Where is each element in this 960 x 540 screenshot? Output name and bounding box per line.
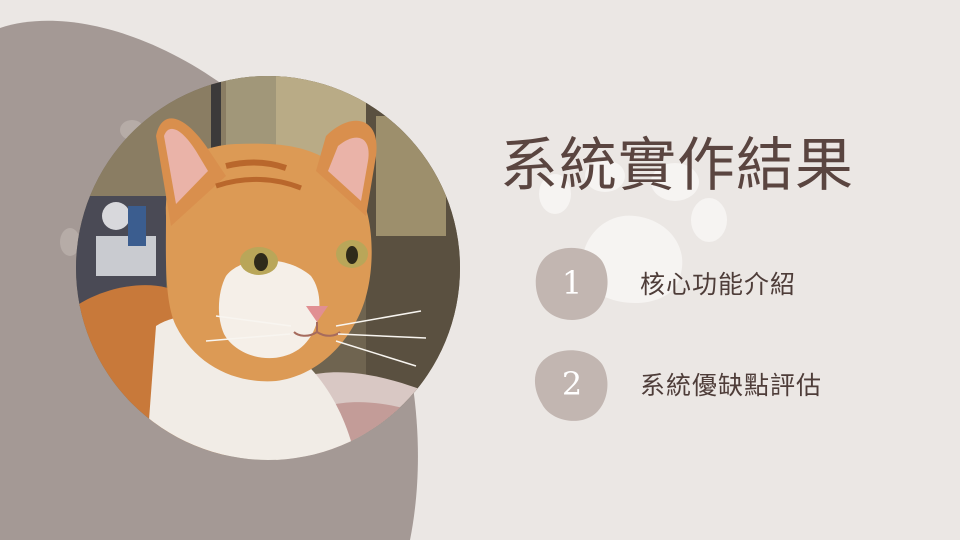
cat-illustration xyxy=(76,76,460,460)
item-number: 1 xyxy=(561,264,583,302)
cat-photo xyxy=(76,76,460,460)
agenda-item-1: 1 核心功能介紹 xyxy=(534,245,934,325)
item-label: 系統優缺點評估 xyxy=(640,371,823,400)
item-number: 2 xyxy=(561,365,583,403)
number-badge xyxy=(534,350,608,421)
number-badge xyxy=(535,247,608,320)
agenda-item-2: 2 系統優缺點評估 xyxy=(534,346,934,426)
page-title: 系統實作結果 xyxy=(500,131,855,199)
item-label: 核心功能介紹 xyxy=(640,270,797,299)
